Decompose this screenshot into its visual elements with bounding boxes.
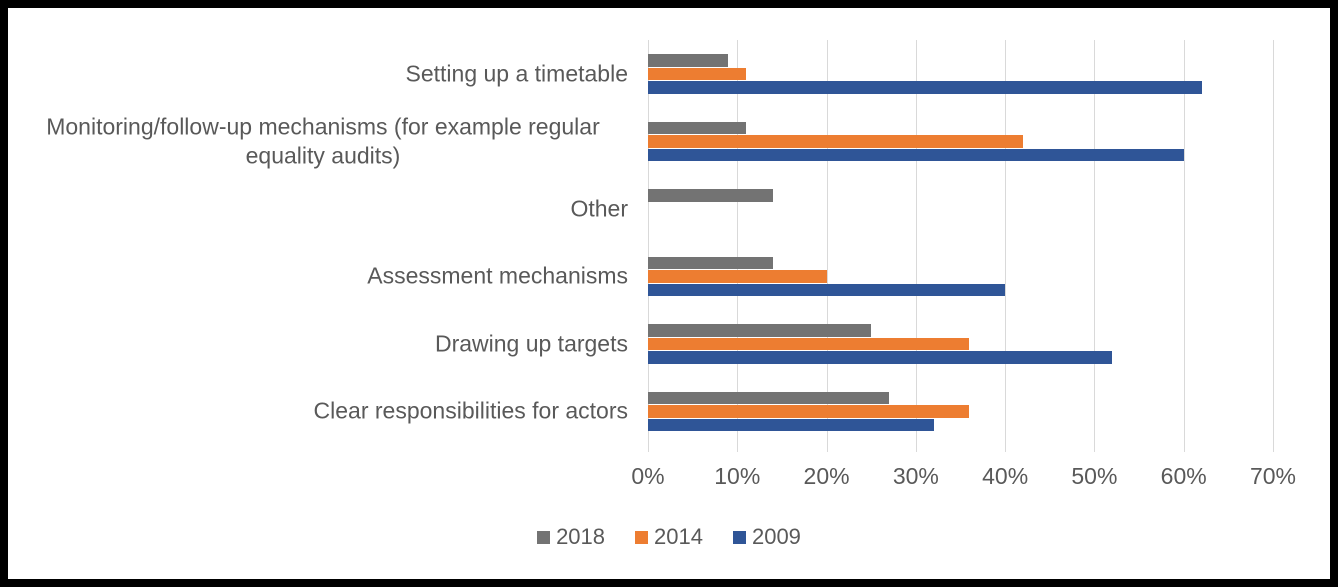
x-axis-tick-mark — [1005, 445, 1007, 452]
legend-item-2009: 2009 — [732, 524, 801, 550]
category-label: Clear responsibilities for actors — [313, 397, 628, 424]
legend-swatch-icon — [635, 530, 649, 544]
bar-2014-category-5 — [648, 405, 970, 418]
gridline — [1273, 40, 1274, 445]
category-label: Other — [570, 195, 628, 222]
legend-item-2018: 2018 — [537, 524, 605, 550]
legend-swatch-icon — [732, 530, 746, 544]
bar-2009-category-4 — [648, 351, 1113, 364]
legend-label: 2018 — [556, 524, 606, 549]
x-axis-tick-label: 40% — [982, 463, 1029, 489]
bar-2009-category-3 — [648, 283, 1006, 296]
bar-2014-category-4 — [648, 337, 970, 350]
bar-2018-category-1 — [648, 121, 747, 134]
x-axis-tick-label: 60% — [1160, 463, 1207, 489]
x-axis-tick-mark — [648, 445, 649, 452]
x-axis-tick-mark — [737, 445, 739, 452]
bar-2018-category-0 — [648, 54, 729, 67]
gridline — [737, 40, 739, 445]
x-axis-tick-mark — [826, 445, 828, 452]
bar-2018-category-3 — [648, 256, 773, 269]
x-axis-tick-mark — [1183, 445, 1185, 452]
bar-2014-category-1 — [648, 135, 1023, 148]
x-axis-tick-label: 0% — [631, 463, 665, 489]
plot-area — [648, 40, 1274, 445]
bar-2014-category-3 — [648, 270, 827, 283]
gridline — [1094, 40, 1096, 445]
gridline — [648, 40, 649, 445]
gridline — [915, 40, 917, 445]
legend-label: 2014 — [654, 524, 703, 549]
legend-item-2014: 2014 — [635, 524, 703, 550]
legend: 2018 2014 2009 — [8, 522, 1330, 552]
category-axis: Setting up a timetable Monitoring/follow-… — [18, 40, 628, 445]
bar-2009-category-0 — [648, 81, 1202, 94]
x-axis-tick-label: 50% — [1071, 463, 1118, 489]
gridline — [1005, 40, 1007, 445]
x-axis-tick-label: 30% — [892, 463, 939, 489]
x-axis: 0% 10% 20% 30% 40% 50% 60% 70% — [631, 445, 1296, 505]
category-label: Monitoring/follow-up mechanisms (for exa… — [46, 113, 600, 169]
category-label: Assessment mechanisms — [367, 262, 628, 289]
category-label: Setting up a timetable — [405, 60, 628, 87]
bar-2009-category-1 — [648, 148, 1184, 161]
category-label: Drawing up targets — [434, 330, 628, 357]
x-axis-tick-mark — [915, 445, 917, 452]
x-axis-tick-label: 20% — [803, 463, 850, 489]
bar-2018-category-2 — [648, 189, 773, 202]
bar-2018-category-4 — [648, 324, 872, 337]
legend-label: 2009 — [751, 524, 801, 549]
bar-2014-category-0 — [648, 67, 747, 80]
x-axis-tick-label: 70% — [1249, 463, 1297, 489]
x-axis-tick-label: 10% — [714, 463, 761, 489]
legend-swatch-icon — [537, 530, 551, 544]
bar-2009-category-5 — [648, 418, 934, 431]
bar-2018-category-5 — [648, 391, 890, 404]
x-axis-tick-mark — [1094, 445, 1096, 452]
x-axis-tick-mark — [1273, 445, 1274, 452]
gridline — [1183, 40, 1185, 445]
gridline — [826, 40, 828, 445]
